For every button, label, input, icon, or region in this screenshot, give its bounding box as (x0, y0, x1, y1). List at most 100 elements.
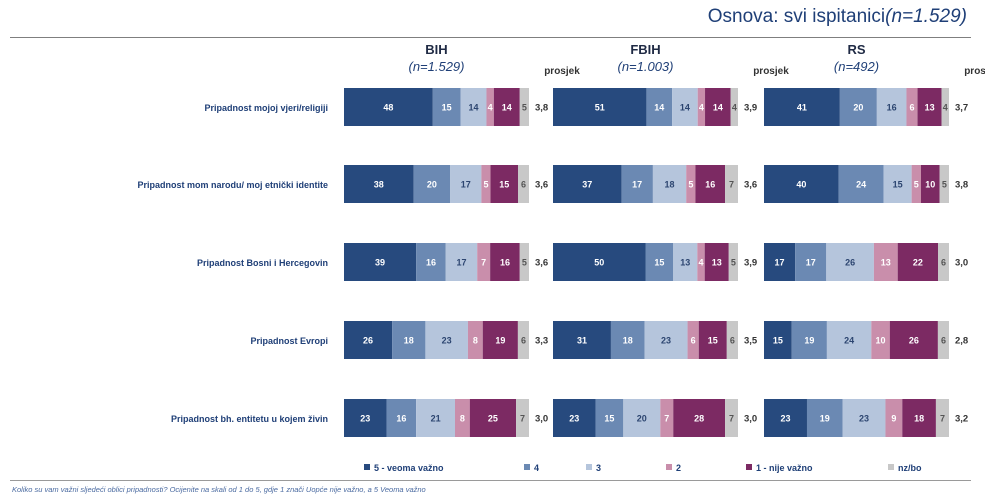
data-label: 7 (481, 258, 486, 268)
bar-segment (906, 88, 918, 126)
bar-segment (764, 165, 839, 203)
data-label: 26 (363, 336, 373, 346)
data-label: 13 (680, 258, 690, 268)
data-label: 13 (712, 258, 722, 268)
prosjek-value: 3,8 (955, 180, 968, 191)
data-label: 15 (654, 258, 664, 268)
bar-segment (553, 321, 611, 359)
bar-segment (644, 321, 688, 359)
category-label: Pripadnost mojoj vjeri/religiji (204, 103, 328, 113)
bar-segment (941, 88, 949, 126)
bar-segment (939, 165, 949, 203)
data-label: 4 (732, 103, 737, 113)
category-label: Pripadnost Bosni i Hercegovin (197, 258, 328, 268)
base-note-label: Osnova: svi ispitanici (707, 6, 886, 27)
data-label: 23 (859, 414, 869, 424)
bar-segment (764, 243, 796, 281)
data-label: 16 (396, 414, 406, 424)
data-label: 24 (856, 180, 866, 190)
bar-segment (842, 399, 886, 437)
bar-segment (450, 165, 482, 203)
legend-swatch (666, 464, 672, 470)
data-label: 6 (941, 336, 946, 346)
bar-segment (725, 165, 738, 203)
data-label: 8 (460, 414, 465, 424)
prosjek-value: 3,6 (535, 258, 548, 269)
prosjek-value: 2,8 (955, 336, 968, 347)
bar-segment (621, 165, 653, 203)
category-label: Pripadnost mom narodu/ moj etnički ident… (137, 180, 328, 190)
prosjek-value: 3,2 (955, 414, 968, 425)
panel-subtitle: (n=1.529) (408, 59, 464, 74)
bar-segment (704, 243, 729, 281)
data-label: 17 (775, 258, 785, 268)
data-label: 4 (488, 103, 493, 113)
data-label: 28 (694, 414, 704, 424)
bar-segment (482, 321, 518, 359)
data-label: 18 (914, 414, 924, 424)
prosjek-value: 3,9 (744, 103, 757, 114)
top-divider (10, 37, 971, 38)
bar-segment (610, 321, 645, 359)
data-label: 14 (468, 103, 478, 113)
bar-segment (469, 399, 517, 437)
base-note: Osnova: svi ispitanici(n=1.529) (708, 6, 967, 28)
bar-segment (652, 165, 687, 203)
bar-segment (764, 321, 792, 359)
bar-segment (871, 321, 890, 359)
bottom-divider (10, 480, 971, 481)
data-label: 18 (665, 180, 675, 190)
bar-segment (795, 243, 827, 281)
bar-segment (917, 88, 942, 126)
base-note-n: (n=1.529) (885, 6, 967, 27)
bar-segment (764, 88, 840, 126)
category-label: Pripadnost Evropi (250, 336, 328, 346)
data-label: 26 (909, 336, 919, 346)
data-label: 23 (442, 336, 452, 346)
data-label: 5 (914, 180, 919, 190)
bar-segment (519, 88, 529, 126)
data-label: 5 (522, 103, 527, 113)
bar-segment (673, 399, 726, 437)
data-label: 38 (374, 180, 384, 190)
legend-label: 2 (676, 463, 681, 473)
data-label: 16 (705, 180, 715, 190)
bar-segment (432, 88, 461, 126)
bar-segment (517, 321, 529, 359)
bar-segment (897, 243, 939, 281)
bar-segment (698, 321, 727, 359)
bar-segment (416, 399, 455, 437)
legend-label: 5 - veoma važno (374, 463, 444, 473)
bar-segment (838, 165, 884, 203)
data-label: 7 (729, 180, 734, 190)
bar-segment (920, 165, 940, 203)
panel-subtitle: (n=1.003) (617, 59, 673, 74)
panel-title: FBIH (630, 42, 660, 57)
data-label: 6 (941, 258, 946, 268)
bar-segment (728, 243, 738, 281)
legend-label: nz/bo (898, 463, 922, 473)
data-label: 41 (797, 103, 807, 113)
bar-segment (477, 243, 491, 281)
bar-segment (490, 165, 519, 203)
prosjek-value: 3,0 (535, 414, 548, 425)
bar-segment (695, 165, 726, 203)
data-label: 18 (623, 336, 633, 346)
bar-segment (672, 88, 698, 126)
bar-segment (686, 165, 696, 203)
data-label: 23 (360, 414, 370, 424)
bar-segment (344, 399, 387, 437)
data-label: 16 (426, 258, 436, 268)
bar-segment (764, 399, 807, 437)
data-label: 18 (404, 336, 414, 346)
prosjek-header: prosjek (753, 66, 789, 77)
data-label: 7 (664, 414, 669, 424)
data-label: 50 (594, 258, 604, 268)
data-label: 13 (925, 103, 935, 113)
prosjek-header: prosjek (964, 66, 985, 77)
bar-segment (839, 88, 877, 126)
bar-segment (937, 321, 949, 359)
data-label: 5 (688, 180, 693, 190)
prosjek-value: 3,5 (744, 336, 758, 347)
bar-segment (705, 88, 731, 126)
